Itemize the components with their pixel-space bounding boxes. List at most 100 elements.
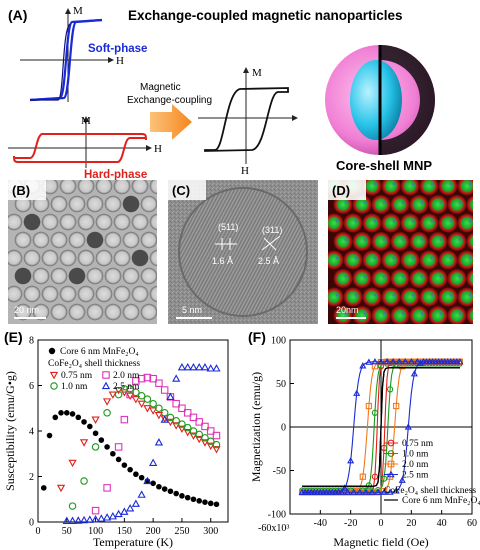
eels-dot xyxy=(373,256,377,260)
tem-particle xyxy=(131,180,149,195)
hard-phase-loop: M H Hard-phase xyxy=(8,115,162,181)
eels-particle xyxy=(333,232,353,251)
eels-particle xyxy=(447,195,467,214)
eels-particle xyxy=(400,250,420,270)
eels-particle xyxy=(333,269,353,288)
panel-e-series xyxy=(40,410,220,508)
tem-particle xyxy=(140,231,157,249)
panel-f-xtick-label: 0 xyxy=(379,518,384,529)
panel-e-marks xyxy=(40,362,221,524)
eels-particle xyxy=(371,232,391,251)
panel-f-point xyxy=(386,386,394,393)
panel-e-series xyxy=(56,386,221,493)
panel-e-xtick-label: 150 xyxy=(117,526,132,537)
tem-particle xyxy=(122,195,140,213)
panel-e-point xyxy=(131,396,141,404)
eels-particle xyxy=(438,250,458,270)
panel-e-point xyxy=(97,514,106,522)
eels-particle xyxy=(328,250,344,270)
panel-e-ytick-label: 8 xyxy=(29,336,34,347)
tem-particle xyxy=(8,249,23,267)
panel-e-point xyxy=(202,499,208,506)
panel-e-point xyxy=(212,446,221,454)
arrow-text-line1: Magnetic xyxy=(140,82,181,93)
panel-e-point xyxy=(40,485,47,491)
panel-e-point xyxy=(103,409,111,417)
panel-f-point xyxy=(365,358,373,365)
panel-e-point xyxy=(201,422,209,431)
panel-f-point xyxy=(383,358,391,365)
panel-f-point xyxy=(407,358,415,365)
panel-d-scale-text: 20nm xyxy=(336,305,359,315)
eels-dot xyxy=(420,312,424,315)
panel-e-point xyxy=(81,419,87,425)
panel-e-point xyxy=(143,405,152,413)
eels-dot xyxy=(411,219,415,223)
hard-h-label: H xyxy=(154,143,162,155)
tem-particle xyxy=(104,195,122,213)
eels-dot xyxy=(392,256,396,260)
eels-dot xyxy=(420,275,424,278)
panel-e-point xyxy=(125,504,135,512)
panel-e-xtick-label: 250 xyxy=(174,526,189,537)
panel-e-point xyxy=(68,459,77,468)
eels-particle xyxy=(371,195,391,214)
panel-f-xtick-label: 60 xyxy=(467,518,477,529)
legend-f-marker xyxy=(387,439,395,447)
eels-dot xyxy=(344,238,348,241)
eels-dot xyxy=(411,293,415,297)
panel-e-point xyxy=(62,516,71,524)
panel-e-point xyxy=(166,392,175,400)
panel-e-xtick-label: 50 xyxy=(62,526,72,537)
tem-particle xyxy=(113,285,131,303)
eels-dot xyxy=(382,312,386,315)
legend-f-text: 2.0 nm xyxy=(402,460,429,470)
panel-f-point xyxy=(416,359,424,366)
panel-e-point xyxy=(132,377,140,385)
panel-e-point xyxy=(189,432,198,440)
core-sphere xyxy=(350,60,402,140)
panel-e-point xyxy=(195,430,203,439)
eels-particle xyxy=(447,269,467,288)
panel-e-point xyxy=(75,414,82,421)
panel-e-point xyxy=(63,410,70,416)
panel-f-series xyxy=(298,358,464,495)
eels-dot xyxy=(439,312,443,315)
panel-e-point xyxy=(69,411,76,417)
tem-particle xyxy=(149,249,157,267)
panel-e-point xyxy=(154,438,164,446)
soft-h-arrowhead xyxy=(108,57,114,63)
panel-e-point xyxy=(114,390,123,399)
panel-e-point xyxy=(149,399,157,408)
tem-particle xyxy=(122,267,140,285)
eels-particle xyxy=(352,269,372,288)
d2-label: 2.5 Å xyxy=(258,256,279,266)
panel-f-ytick-label: 50 xyxy=(276,379,286,390)
panel-d-label-bg xyxy=(328,180,366,200)
plane-311-label: (311) xyxy=(262,225,282,235)
panel-f-xtick-label: -40 xyxy=(314,518,327,529)
panel-e-point xyxy=(137,490,146,498)
panel-e-xtick-label: 300 xyxy=(203,526,218,537)
eels-particle xyxy=(447,232,467,251)
panel-f-point xyxy=(441,358,449,365)
eels-particle xyxy=(409,269,429,288)
panel-e-point xyxy=(212,364,221,372)
panel-f-point xyxy=(377,362,385,369)
panel-f-point xyxy=(334,488,343,495)
panel-e-point xyxy=(137,391,146,400)
panel-f-point xyxy=(395,358,403,365)
panel-e-point xyxy=(143,476,152,485)
panel-e-point xyxy=(213,501,220,508)
panel-e-point xyxy=(102,513,112,521)
eels-dot xyxy=(382,201,386,204)
eels-dot xyxy=(363,312,367,315)
panel-b-scale-text: 20 nm xyxy=(14,305,39,315)
eels-particle xyxy=(466,195,473,214)
tem-particle xyxy=(95,285,113,303)
panel-e-point xyxy=(212,431,221,440)
eels-dot xyxy=(468,182,472,186)
eels-particle xyxy=(400,287,420,307)
eels-dot xyxy=(449,293,453,297)
tem-particle xyxy=(86,267,104,285)
